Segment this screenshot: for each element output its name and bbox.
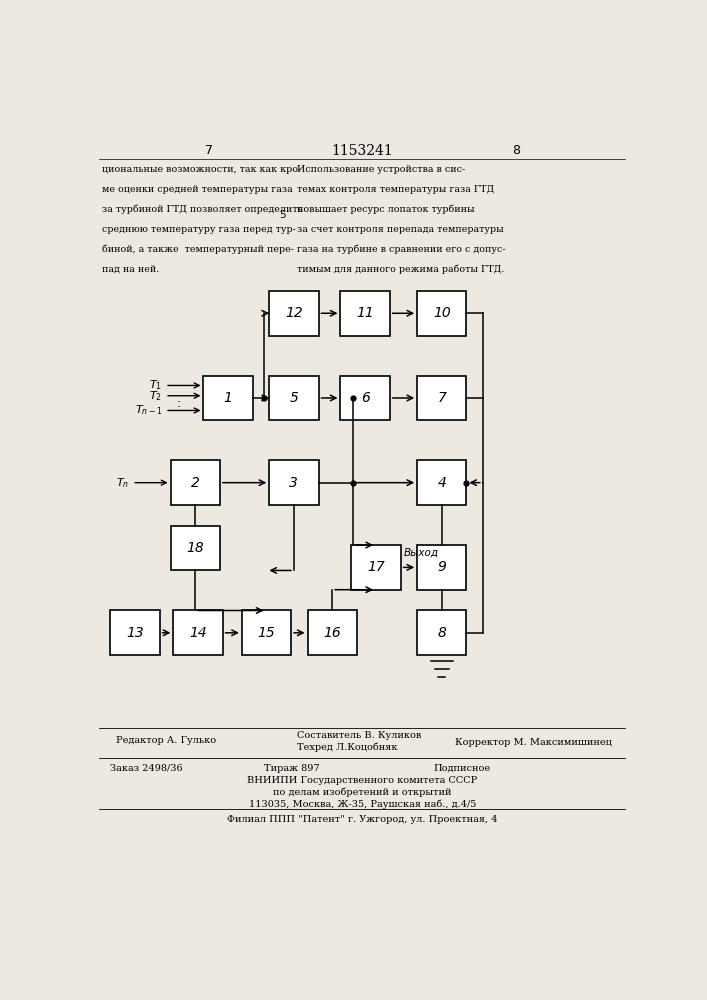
Bar [110, 610, 160, 655]
Text: $T_2$: $T_2$ [149, 389, 163, 403]
Text: 10: 10 [433, 306, 450, 320]
Text: $T_1$: $T_1$ [149, 379, 163, 392]
Text: Техред Л.Коцобняк: Техред Л.Коцобняк [297, 742, 397, 752]
Bar [417, 291, 467, 336]
Text: 1: 1 [223, 391, 233, 405]
Bar [173, 610, 223, 655]
Text: среднюю температуру газа перед тур-: среднюю температуру газа перед тур- [102, 225, 296, 234]
Text: 18: 18 [187, 541, 204, 555]
Text: ме оценки средней температуры газа: ме оценки средней температуры газа [102, 185, 293, 194]
Text: 7: 7 [205, 144, 213, 157]
Bar [308, 610, 357, 655]
Text: 6: 6 [361, 391, 370, 405]
Text: за счет контроля перепада температуры: за счет контроля перепада температуры [297, 225, 503, 234]
Text: Филиал ППП "Патент" г. Ужгород, ул. Проектная, 4: Филиал ППП "Патент" г. Ужгород, ул. Прое… [227, 815, 498, 824]
Text: по делам изобретений и открытий: по делам изобретений и открытий [273, 788, 452, 797]
Text: 5: 5 [289, 391, 298, 405]
Text: 4: 4 [438, 476, 446, 490]
Text: газа на турбине в сравнении его с допус-: газа на турбине в сравнении его с допус- [297, 245, 506, 254]
Text: повышает ресурс лопаток турбины: повышает ресурс лопаток турбины [297, 205, 474, 214]
Text: биной, а также  температурный пере-: биной, а также температурный пере- [102, 245, 294, 254]
Text: 9: 9 [438, 560, 446, 574]
Text: Тираж 897: Тираж 897 [264, 764, 320, 773]
Text: ВНИИПИ Государственного комитета СССР: ВНИИПИ Государственного комитета СССР [247, 776, 477, 785]
Bar [204, 376, 253, 420]
Bar [170, 526, 220, 570]
Bar [170, 460, 220, 505]
Text: Составитель В. Куликов: Составитель В. Куликов [297, 731, 421, 740]
Text: 12: 12 [285, 306, 303, 320]
Text: 5: 5 [279, 210, 286, 220]
Text: 16: 16 [323, 626, 341, 640]
Bar [417, 460, 467, 505]
Text: 13: 13 [126, 626, 144, 640]
Text: темах контроля температуры газа ГТД: темах контроля температуры газа ГТД [297, 185, 493, 194]
Text: $T_{n-1}$: $T_{n-1}$ [135, 404, 163, 417]
Bar [417, 545, 467, 590]
Text: 8: 8 [438, 626, 446, 640]
Text: 17: 17 [367, 560, 385, 574]
Bar [417, 376, 467, 420]
Text: 113035, Москва, Ж-35, Раушская наб., д.4/5: 113035, Москва, Ж-35, Раушская наб., д.4… [249, 799, 476, 809]
Text: пад на ней.: пад на ней. [102, 265, 159, 274]
Text: 14: 14 [189, 626, 207, 640]
Text: Корректор М. Максимишинец: Корректор М. Максимишинец [455, 738, 612, 747]
Text: 7: 7 [438, 391, 446, 405]
Text: 1153241: 1153241 [332, 144, 393, 158]
Text: Подписное: Подписное [433, 764, 491, 773]
Text: тимым для данного режима работы ГТД.: тимым для данного режима работы ГТД. [297, 265, 504, 274]
Bar [269, 291, 319, 336]
Text: циональные возможности, так как кро-: циональные возможности, так как кро- [102, 165, 301, 174]
Text: 8: 8 [512, 144, 520, 157]
Bar [351, 545, 401, 590]
Text: Заказ 2498/36: Заказ 2498/36 [110, 764, 183, 773]
Bar [242, 610, 291, 655]
Text: $T_n$: $T_n$ [116, 476, 129, 490]
Text: Использование устройства в сис-: Использование устройства в сис- [297, 165, 464, 174]
Bar [269, 376, 319, 420]
Text: 3: 3 [289, 476, 298, 490]
Bar [341, 376, 390, 420]
Bar [417, 610, 467, 655]
Bar [341, 291, 390, 336]
Text: Редактор А. Гулько: Редактор А. Гулько [116, 736, 216, 745]
Bar [269, 460, 319, 505]
Text: 15: 15 [257, 626, 275, 640]
Text: 11: 11 [356, 306, 374, 320]
Text: :: : [177, 397, 181, 410]
Text: 2: 2 [191, 476, 199, 490]
Text: за турбиной ГТД позволяет определить: за турбиной ГТД позволяет определить [102, 205, 303, 214]
Text: Выход: Выход [404, 548, 438, 558]
